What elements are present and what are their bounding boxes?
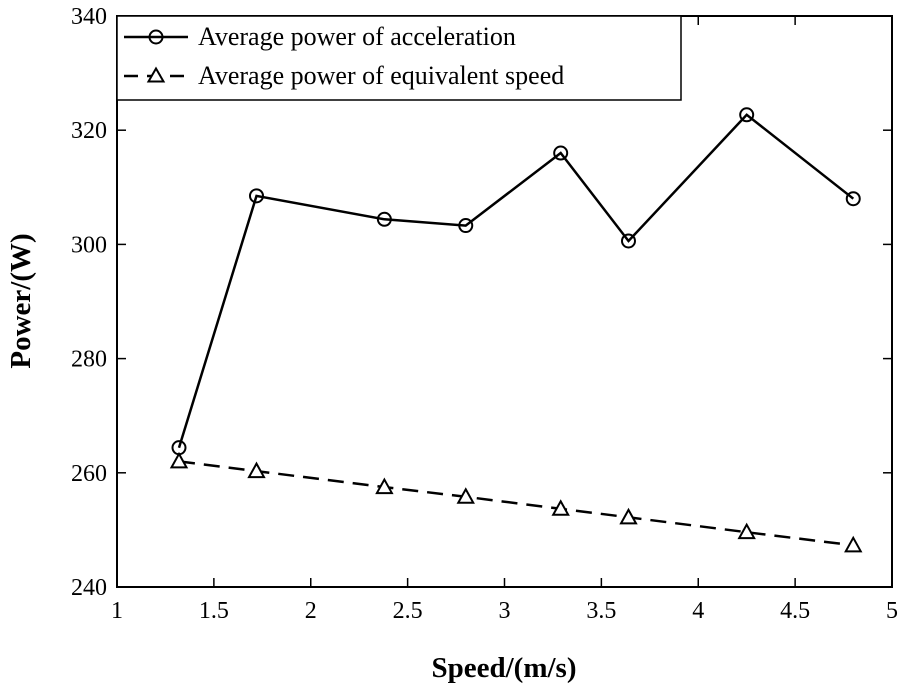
y-tick-label: 280 [71,347,107,373]
x-axis: 1 1.5 2 2.5 3 3.5 4 4.5 5 [111,16,898,624]
x-tick-label: 5 [886,598,898,624]
x-tick-label: 1 [111,598,123,624]
x-axis-title: Speed/(m/s) [432,652,577,684]
data-point-triangle [456,487,475,504]
data-point-circle [553,145,569,161]
data-point-circle [621,233,636,249]
x-tick-label: 1.5 [199,598,229,624]
data-point-circle [739,107,755,123]
data-point-triangle [737,522,756,540]
data-point-triangle [247,461,266,479]
x-tick-label: 3 [499,598,511,624]
data-point-triangle [844,535,863,553]
data-point-circle [845,191,861,207]
y-axis: 240 260 280 300 320 340 [71,4,892,601]
data-point-circle [249,188,264,204]
y-tick-label: 260 [71,461,107,487]
series-layer [169,107,863,553]
x-tick-label: 2.5 [393,598,423,624]
y-tick-label: 300 [71,232,107,258]
legend-label-acceleration: Average power of acceleration [198,22,516,51]
data-point-triangle [619,507,638,525]
legend-box [116,15,682,101]
data-point-triangle [169,451,189,469]
legend-marker-circle [148,29,164,45]
y-tick-label: 240 [71,575,107,601]
x-tick-label: 2 [305,598,317,624]
x-tick-label: 4.5 [780,598,810,624]
data-point-triangle [375,477,394,495]
x-tick-label: 4 [692,598,704,624]
data-point-circle [458,218,474,234]
legend-marker-triangle [146,66,166,83]
legend-label-equivalent: Average power of equivalent speed [198,61,564,90]
y-axis-title: Power/(W) [5,233,37,368]
series-line-acceleration [177,113,855,449]
data-point-circle [376,211,392,227]
y-tick-label: 320 [71,118,107,144]
y-tick-label: 340 [71,4,107,30]
x-tick-label: 3.5 [586,598,616,624]
data-point-triangle [551,499,570,516]
series-line-equivalent-speed [178,460,854,547]
legend: Average power of acceleration Average po… [116,15,682,101]
